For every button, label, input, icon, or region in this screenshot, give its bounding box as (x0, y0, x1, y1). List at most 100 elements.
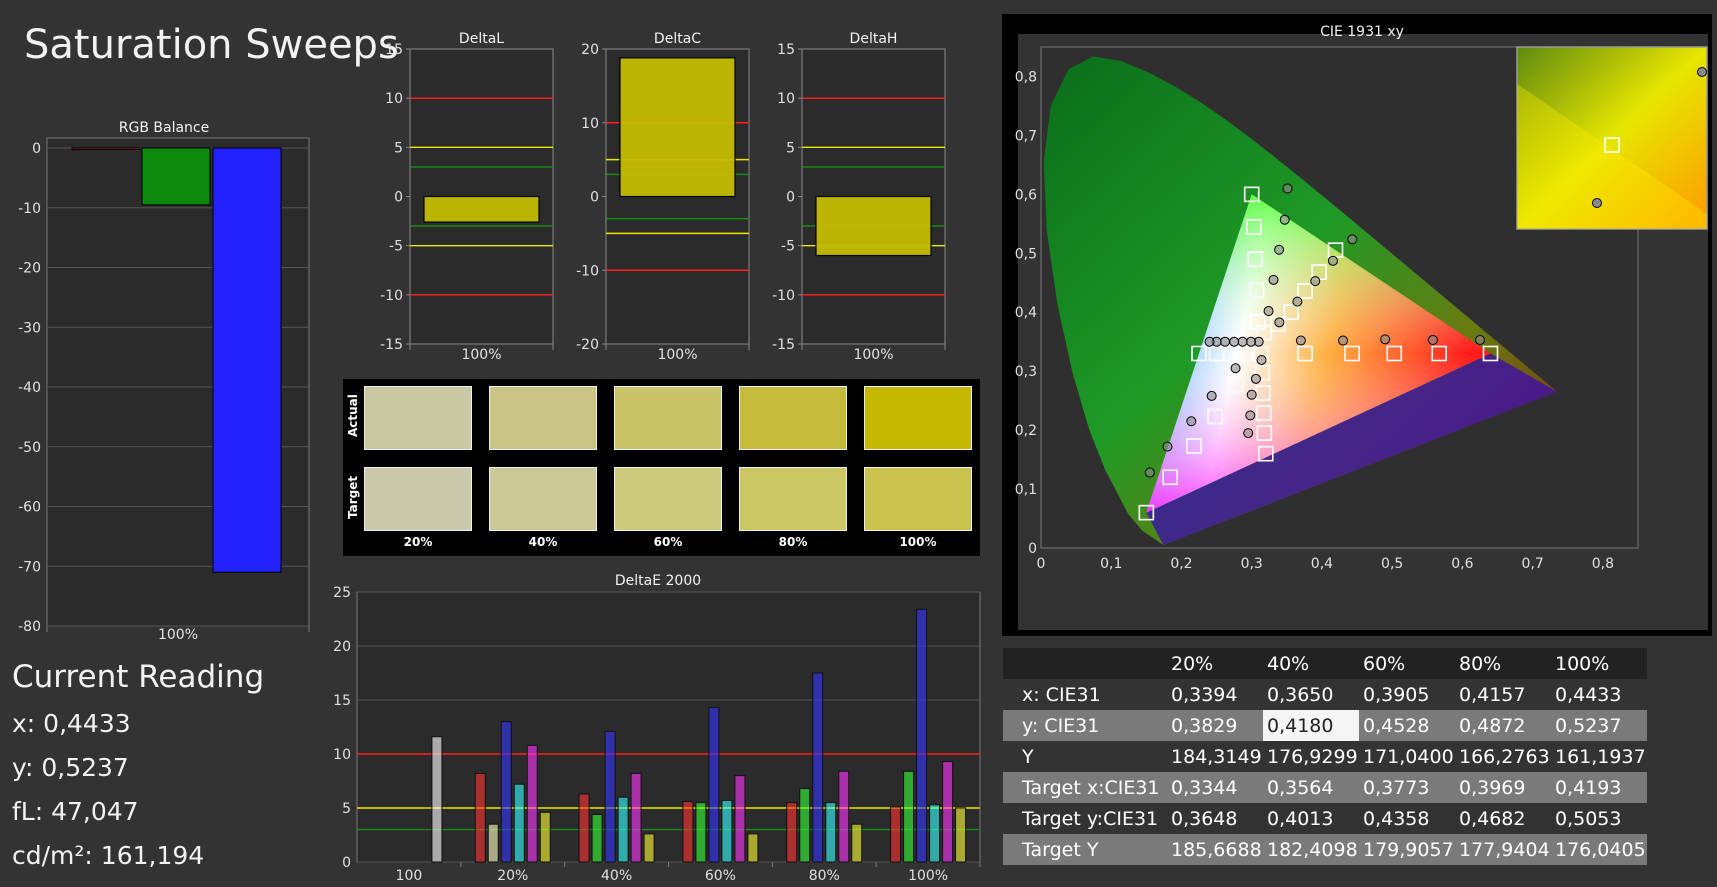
measured-point (1338, 335, 1349, 346)
deltae-bar (851, 823, 863, 863)
delta-ytick-label: 15 (777, 42, 795, 58)
deltae-xtick-label: 60% (705, 868, 736, 884)
deltae-bar (617, 796, 629, 863)
deltae-bar (747, 833, 759, 863)
table-cell[interactable]: 0,3344 (1167, 772, 1263, 803)
delta-xtick-label: 100% (853, 347, 893, 363)
delta-ytick-label: 10 (777, 91, 795, 107)
measured-point (1295, 335, 1306, 346)
blue-balance-bar (212, 147, 282, 573)
deltae-bar (539, 811, 551, 863)
rgb-ytick-label: -80 (18, 619, 41, 635)
measured-point (1230, 363, 1241, 374)
cie-xtick-label: 0,7 (1522, 556, 1544, 572)
table-row[interactable]: Target y:CIE31 0,3648 0,4013 0,4358 0,4682 0,… (1003, 803, 1647, 834)
cie-zoom-target-square (1604, 137, 1620, 153)
table-cell[interactable]: 166,2763 (1455, 741, 1551, 772)
delta-xtick-label: 100% (461, 347, 501, 363)
delta-bar (619, 57, 736, 198)
table-cell[interactable]: 177,9404 (1455, 834, 1551, 865)
deltae-ytick-label: 25 (333, 585, 351, 601)
target-square (1243, 186, 1260, 203)
table-cell[interactable]: 179,9057 (1359, 834, 1455, 865)
rgb-balance-chart: RGB Balance 0 -10 -20 -30 -40 -50 -60 -70 -80 100… (18, 120, 310, 643)
delta-ytick-label: 0 (786, 190, 795, 206)
table-cell[interactable]: 0,3648 (1167, 803, 1263, 834)
table-cell[interactable]: 0,4358 (1359, 803, 1455, 834)
measured-point (1245, 410, 1256, 421)
deltae-ytick-label: 15 (333, 693, 351, 709)
reading-cdm2: cd/m²: 161,194 (12, 841, 205, 870)
measured-point (1427, 334, 1438, 345)
table-cell[interactable]: 0,3650 (1263, 679, 1359, 710)
actual-swatch (364, 386, 472, 450)
table-row[interactable]: Target x:CIE31 0,3344 0,3564 0,3773 0,3969 0,… (1003, 772, 1647, 803)
table-row[interactable]: y: CIE31 0,3829 0,4180 0,4528 0,4872 0,5237 (1003, 710, 1647, 741)
table-cell[interactable]: 0,4872 (1455, 710, 1551, 741)
deltae-bar (916, 608, 928, 863)
deltae-bar (929, 804, 941, 863)
delta-ytick-label: -15 (772, 337, 795, 353)
cie-xtick-label: 0,3 (1241, 556, 1263, 572)
delta-ytick-label: 10 (385, 91, 403, 107)
delta-bar (423, 195, 540, 223)
reading-x: x: 0,4433 (12, 709, 131, 738)
table-cell[interactable]: 176,9299 (1263, 741, 1359, 772)
cie-zoom-measured-point (1592, 198, 1602, 208)
row-gutter (1003, 679, 1018, 710)
table-cell[interactable]: 0,3969 (1455, 772, 1551, 803)
cie-xtick-label: 0,5 (1381, 556, 1403, 572)
table-cell[interactable]: 0,4180 (1263, 710, 1359, 741)
delta-bar (815, 195, 932, 257)
deltae-bar (500, 721, 512, 863)
cie-ytick-label: 0 (1028, 541, 1037, 557)
target-square (1227, 377, 1244, 394)
table-cell[interactable]: 0,4528 (1359, 710, 1455, 741)
table-row[interactable]: x: CIE31 0,3394 0,3650 0,3905 0,4157 0,4433 (1003, 679, 1647, 710)
table-cell[interactable]: 0,3829 (1167, 710, 1263, 741)
target-square (1247, 251, 1264, 267)
measured-point (1186, 416, 1197, 427)
deltae-bar (955, 807, 967, 863)
measured-point (1204, 336, 1215, 347)
actual-swatch (864, 386, 972, 450)
deltae-bar (695, 802, 707, 863)
table-cell[interactable]: 171,0400 (1359, 741, 1455, 772)
rgb-ytick-label: -70 (18, 559, 41, 575)
table-header-row: 20% 40% 60% 80% 100% (1003, 648, 1647, 679)
actual-swatch (614, 386, 722, 450)
delta-xtick-label: 100% (657, 347, 697, 363)
deltae-bar (799, 788, 811, 863)
deltae-bar (786, 802, 798, 863)
table-cell[interactable]: 0,5237 (1551, 710, 1647, 741)
rgb-ytick-label: -20 (18, 261, 41, 277)
table-cell[interactable]: 0,4193 (1551, 772, 1647, 803)
deltae-title: DeltaE 2000 (615, 573, 701, 589)
table-cell[interactable]: 0,4433 (1551, 679, 1647, 710)
table-cell[interactable]: 0,3564 (1263, 772, 1359, 803)
table-cell[interactable]: 182,4098 (1263, 834, 1359, 865)
table-cell[interactable]: 0,3394 (1167, 679, 1263, 710)
table-row[interactable]: Y 184,3149 176,9299 171,0400 166,2763 161,193… (1003, 741, 1647, 772)
deltae-bar (591, 813, 603, 863)
table-cell[interactable]: 0,5053 (1551, 803, 1647, 834)
table-cell[interactable]: 0,4157 (1455, 679, 1551, 710)
rgb-balance-title: RGB Balance (119, 120, 209, 136)
table-cell[interactable]: 0,3773 (1359, 772, 1455, 803)
swatch-panel: Actual Target 20% 40% 60% 80% 100% (343, 379, 980, 556)
table-cell[interactable]: 161,1937 (1551, 741, 1647, 772)
table-cell[interactable]: 185,6688 (1167, 834, 1263, 865)
measured-point (1229, 336, 1240, 347)
table-cell[interactable]: 0,3905 (1359, 679, 1455, 710)
table-row-label: y: CIE31 (1018, 710, 1167, 741)
measured-point (1474, 334, 1485, 345)
table-cell[interactable]: 176,0405 (1551, 834, 1647, 865)
gamut-triangle-overlay (1146, 194, 1491, 513)
table-cell[interactable]: 0,4682 (1455, 803, 1551, 834)
table-row[interactable]: Target Y 185,6688 182,4098 179,9057 177,9404… (1003, 834, 1647, 865)
target-square (1482, 345, 1499, 362)
table-cell[interactable]: 0,4013 (1263, 803, 1359, 834)
deltae-bar (890, 806, 902, 863)
measurement-table: 20% 40% 60% 80% 100% x: CIE31 0,3394 0,3650 0,39… (1003, 648, 1647, 865)
table-cell[interactable]: 184,3149 (1167, 741, 1263, 772)
